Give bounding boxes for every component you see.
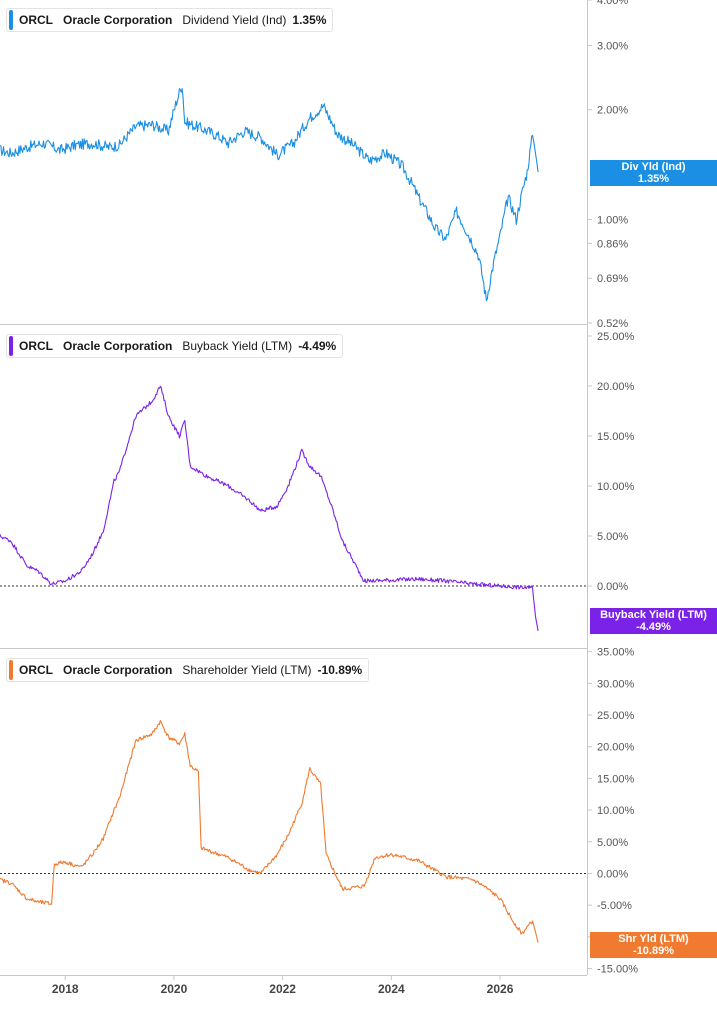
legend-metric: Shareholder Yield (LTM) [182, 663, 312, 677]
value-tag-dividend: Div Yld (Ind) 1.35% [590, 160, 717, 186]
legend-ticker: ORCL [19, 13, 53, 27]
y-tick-label: 0.69% [597, 273, 628, 285]
y-tick-label: 1.00% [597, 214, 628, 226]
y-tick-label: 30.00% [597, 678, 635, 690]
legend-company: Oracle Corporation [63, 339, 173, 353]
legend-value: -10.89% [317, 663, 363, 677]
legend-swatch-dividend [9, 10, 13, 30]
y-tick-label: 15.00% [597, 431, 635, 443]
legend-ticker: ORCL [19, 663, 53, 677]
x-tick-label: 2024 [378, 982, 405, 996]
y-tick-label: 0.52% [597, 318, 628, 330]
panel-1: 25.00% 20.00% 15.00% 10.00% 5.00% 0.00% [0, 331, 635, 631]
y-tick-label: 4.00% [597, 0, 628, 7]
y-tick-label: 2.00% [597, 105, 628, 117]
y-tick-label: 10.00% [597, 805, 635, 817]
legend-company: Oracle Corporation [63, 663, 173, 677]
value-tag-shareholder: Shr Yld (LTM) -10.89% [590, 932, 717, 958]
y-tick-label: 0.00% [597, 581, 628, 593]
series-line [0, 719, 539, 943]
y-tick-label: 0.00% [597, 868, 628, 880]
y-tick-label: 35.00% [597, 647, 635, 659]
y-tick-label: 5.00% [597, 837, 628, 849]
legend-ticker: ORCL [19, 339, 53, 353]
y-tick-label: 0.86% [597, 238, 628, 250]
legend-swatch-shareholder [9, 660, 13, 680]
x-tick-label: 2018 [52, 982, 79, 996]
series-line [0, 88, 539, 302]
legend-buyback-yield[interactable]: ORCL Oracle Corporation Buyback Yield (L… [6, 334, 344, 358]
value-tag-label: Div Yld (Ind) [621, 161, 686, 173]
y-tick-label: 20.00% [597, 742, 635, 754]
x-tick-label: 2022 [269, 982, 296, 996]
value-tag-label: Buyback Yield (LTM) [600, 609, 707, 621]
legend-value: -4.49% [298, 339, 337, 353]
legend-dividend-yield[interactable]: ORCL Oracle Corporation Dividend Yield (… [6, 8, 334, 32]
x-tick-label: 2020 [161, 982, 188, 996]
legend-value: 1.35% [292, 13, 327, 27]
legend-metric: Buyback Yield (LTM) [182, 339, 293, 353]
y-tick-label: 25.00% [597, 331, 635, 343]
value-tag-value: 1.35% [637, 173, 670, 185]
value-tag-value: -4.49% [636, 621, 671, 633]
legend-shareholder-yield[interactable]: ORCL Oracle Corporation Shareholder Yiel… [6, 658, 370, 682]
value-tag-label: Shr Yld (LTM) [618, 933, 689, 945]
y-tick-label: 20.00% [597, 381, 635, 393]
y-tick-label: 5.00% [597, 531, 628, 543]
panel-2: 35.00% 30.00% 25.00% 20.00% 15.00% 10.00% 5.00… [0, 647, 638, 975]
value-tag-buyback: Buyback Yield (LTM) -4.49% [590, 608, 717, 634]
value-tag-value: -10.89% [633, 945, 674, 957]
legend-swatch-buyback [9, 336, 13, 356]
legend-metric: Dividend Yield (Ind) [182, 13, 287, 27]
y-tick-label: 10.00% [597, 481, 635, 493]
series-line [0, 385, 539, 631]
y-tick-label: -5.00% [597, 900, 632, 912]
panel-0: 4.00% 3.00% 2.00% 1.00% 0.86% 0.69% 0.52% [0, 0, 628, 330]
y-tick-label: 25.00% [597, 710, 635, 722]
legend-company: Oracle Corporation [63, 13, 173, 27]
x-tick-label: 2026 [487, 982, 514, 996]
y-tick-label: 15.00% [597, 773, 635, 785]
y-tick-label: 3.00% [597, 41, 628, 53]
y-tick-label: -15.00% [597, 963, 638, 975]
